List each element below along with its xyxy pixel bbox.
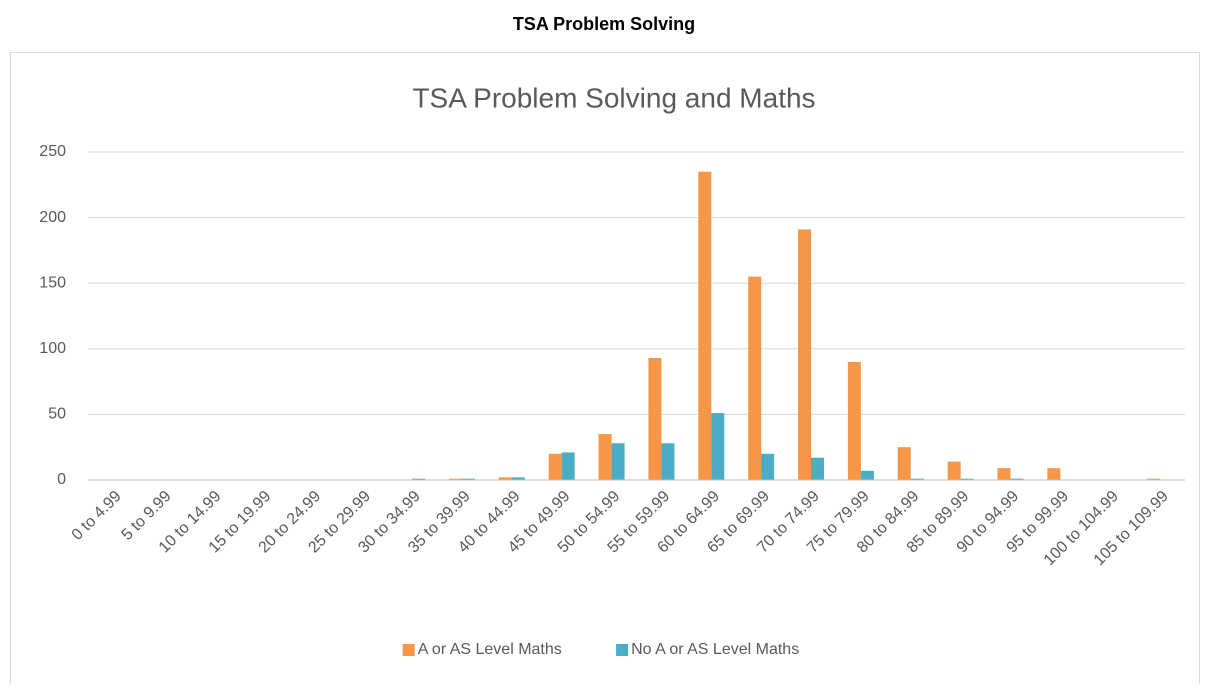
y-tick-label: 250 [39,143,66,160]
bar [711,413,725,480]
legend-label: A or AS Level Maths [418,641,562,658]
bar [910,478,924,480]
bar [897,447,911,480]
y-tick-label: 100 [39,340,66,357]
chart-title: TSA Problem Solving and Maths [412,82,815,113]
bar [860,470,874,480]
bar [1047,468,1061,480]
bar [548,453,562,480]
y-tick-label: 50 [48,406,66,423]
bar [598,434,612,480]
bar [811,457,825,480]
chart-frame [10,52,1200,689]
bar [448,478,462,480]
bar [1010,478,1024,480]
bar [498,477,512,480]
y-tick-label: 150 [39,274,66,291]
bar [511,477,525,480]
bar [648,357,662,480]
legend-swatch [616,644,629,656]
bar [748,276,762,480]
legend-swatch [402,644,415,656]
bar [947,461,961,480]
bar [997,468,1011,480]
bar [761,453,775,480]
bar [461,478,475,480]
bar [1147,478,1161,480]
bar [412,478,426,480]
bar [661,443,675,480]
y-tick-label: 0 [57,471,66,488]
bar [798,229,812,480]
page-heading: TSA Problem Solving [513,14,695,34]
bar [847,361,861,480]
bar [698,171,712,480]
bar [561,452,575,480]
bar [960,478,974,480]
y-tick-label: 200 [39,209,66,226]
bar [611,443,625,480]
legend-label: No A or AS Level Maths [631,641,799,658]
